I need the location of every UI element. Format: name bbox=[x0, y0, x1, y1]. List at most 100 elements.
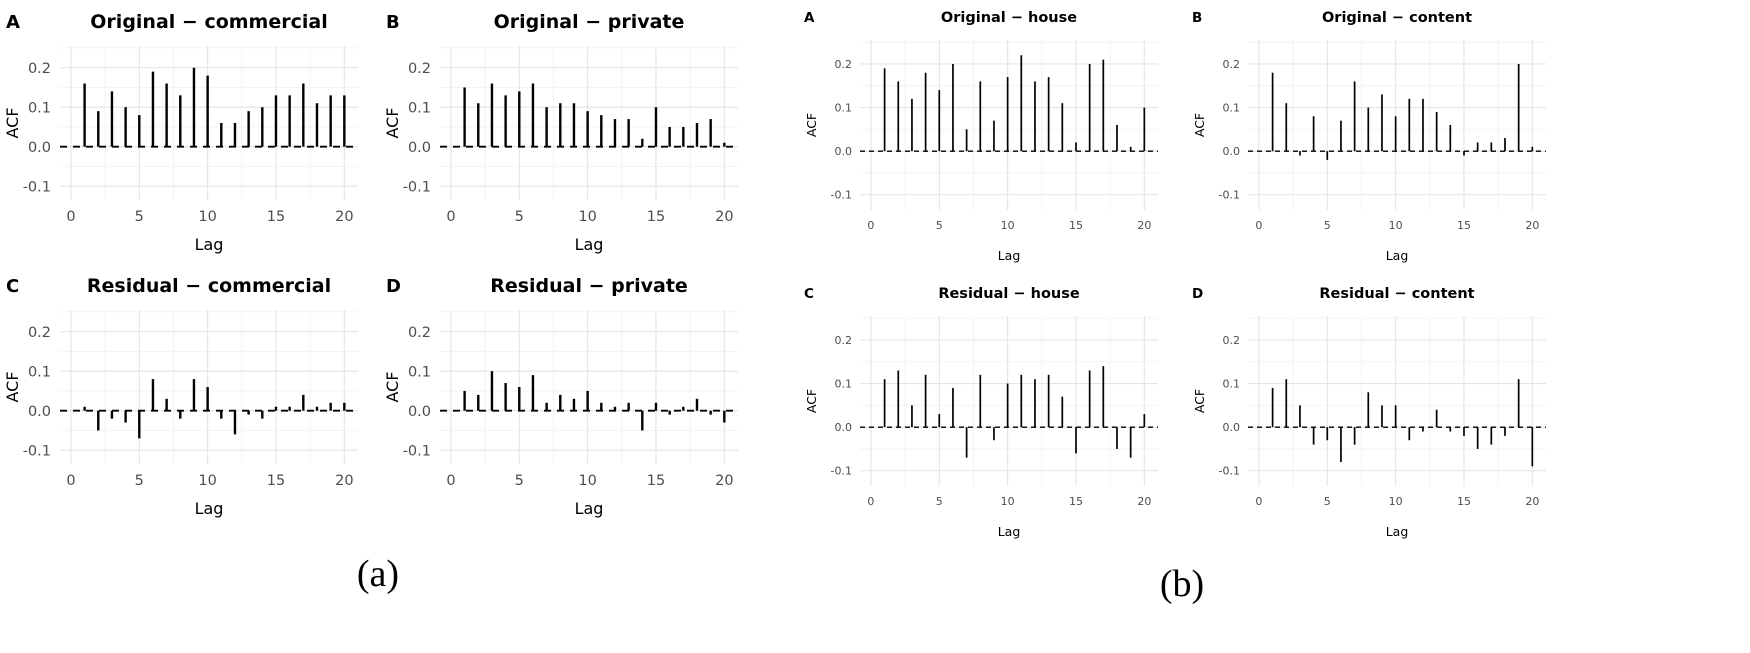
panel-title: Residual − commercial bbox=[87, 275, 331, 297]
y-tick-label: -0.1 bbox=[1219, 189, 1240, 202]
panel-letter: A bbox=[804, 10, 815, 26]
y-tick-label: -0.1 bbox=[23, 179, 51, 195]
panel-title: Original − commercial bbox=[90, 11, 327, 33]
y-tick-label: 0.0 bbox=[28, 404, 51, 420]
y-tick-label: 0.2 bbox=[28, 61, 51, 77]
x-tick-label: 10 bbox=[578, 209, 596, 225]
panel-grid-b: 0 5 10 15 20 -0.1 0.0 0.1 0.2 Lag ACF Original − ho… bbox=[800, 6, 1564, 550]
acf-plot-b-D: 0 5 10 15 20 -0.1 0.0 0.1 0.2 Lag ACF Residual − co… bbox=[1192, 286, 1546, 539]
x-tick-label: 10 bbox=[1001, 219, 1015, 232]
x-tick-label: 10 bbox=[1389, 219, 1403, 232]
y-tick-label: 0.0 bbox=[1223, 145, 1241, 158]
x-tick-label: 10 bbox=[198, 473, 216, 489]
x-tick-label: 5 bbox=[936, 219, 943, 232]
x-tick-label: 20 bbox=[1525, 219, 1539, 232]
x-tick-label: 15 bbox=[1069, 495, 1083, 508]
figure-group-b: 0 5 10 15 20 -0.1 0.0 0.1 0.2 Lag ACF Original − ho… bbox=[800, 6, 1564, 606]
x-tick-label: 15 bbox=[267, 209, 285, 225]
x-axis-label: Lag bbox=[998, 248, 1021, 263]
y-tick-label: 0.1 bbox=[1223, 102, 1241, 115]
y-axis-label: ACF bbox=[384, 371, 402, 402]
y-axis-label: ACF bbox=[1192, 113, 1207, 137]
panel-title: Residual − private bbox=[490, 275, 688, 297]
y-axis-label: ACF bbox=[384, 107, 402, 138]
acf-figure: 0 5 10 15 20 -0.1 0.0 0.1 0.2 Lag ACF Original − co… bbox=[3, 6, 1564, 606]
x-tick-label: 0 bbox=[446, 209, 455, 225]
y-axis-label: ACF bbox=[4, 371, 22, 402]
acf-plot-b-A: 0 5 10 15 20 -0.1 0.0 0.1 0.2 Lag ACF Original − ho… bbox=[804, 10, 1158, 263]
acf-panel-a-B: 0 5 10 15 20 -0.1 0.0 0.1 0.2 Lag ACF Original − pr… bbox=[383, 6, 752, 262]
panel-letter: A bbox=[6, 12, 20, 33]
y-tick-label: 0.2 bbox=[1223, 334, 1241, 347]
figure-group-a: 0 5 10 15 20 -0.1 0.0 0.1 0.2 Lag ACF Original − co… bbox=[3, 6, 752, 596]
panel-letter: C bbox=[804, 286, 814, 302]
y-tick-label: 0.2 bbox=[28, 325, 51, 341]
acf-plot-b-C: 0 5 10 15 20 -0.1 0.0 0.1 0.2 Lag ACF Residual − ho… bbox=[804, 286, 1158, 539]
y-tick-label: 0.2 bbox=[835, 334, 853, 347]
x-tick-label: 5 bbox=[1324, 495, 1331, 508]
acf-panel-b-D: 0 5 10 15 20 -0.1 0.0 0.1 0.2 Lag ACF Residual − co… bbox=[1188, 282, 1564, 550]
acf-panel-b-B: 0 5 10 15 20 -0.1 0.0 0.1 0.2 Lag ACF Original − co… bbox=[1188, 6, 1564, 274]
x-tick-label: 0 bbox=[66, 473, 75, 489]
acf-panel-b-A: 0 5 10 15 20 -0.1 0.0 0.1 0.2 Lag ACF Original − ho… bbox=[800, 6, 1176, 274]
x-tick-label: 5 bbox=[135, 209, 144, 225]
x-tick-label: 5 bbox=[936, 495, 943, 508]
acf-plot-a-A: 0 5 10 15 20 -0.1 0.0 0.1 0.2 Lag ACF Original − co… bbox=[3, 11, 358, 254]
acf-plot-a-B: 0 5 10 15 20 -0.1 0.0 0.1 0.2 Lag ACF Original − pr… bbox=[383, 11, 738, 254]
x-axis-label: Lag bbox=[195, 235, 224, 254]
x-tick-label: 15 bbox=[267, 473, 285, 489]
acf-plot-a-D: 0 5 10 15 20 -0.1 0.0 0.1 0.2 Lag ACF Residual − pr… bbox=[383, 275, 738, 518]
caption-b: (b) bbox=[1159, 563, 1205, 605]
y-tick-label: 0.0 bbox=[835, 145, 853, 158]
y-tick-label: 0.2 bbox=[835, 58, 853, 71]
x-tick-label: 10 bbox=[1001, 495, 1015, 508]
x-axis-label: Lag bbox=[575, 235, 604, 254]
x-tick-label: 20 bbox=[715, 473, 733, 489]
x-tick-label: 10 bbox=[578, 473, 596, 489]
x-tick-label: 5 bbox=[515, 473, 524, 489]
x-tick-label: 15 bbox=[1457, 219, 1471, 232]
y-tick-label: 0.2 bbox=[408, 61, 431, 77]
y-tick-label: -0.1 bbox=[23, 443, 51, 459]
acf-plot-a-C: 0 5 10 15 20 -0.1 0.0 0.1 0.2 Lag ACF Residual − co… bbox=[3, 275, 358, 518]
x-tick-label: 20 bbox=[1137, 495, 1151, 508]
x-axis-label: Lag bbox=[1386, 524, 1409, 539]
y-tick-label: 0.2 bbox=[408, 325, 431, 341]
panel-title: Original − private bbox=[494, 11, 685, 33]
y-tick-label: 0.1 bbox=[408, 364, 431, 380]
y-tick-label: 0.1 bbox=[28, 100, 51, 116]
x-tick-label: 5 bbox=[1324, 219, 1331, 232]
y-axis-label: ACF bbox=[1192, 389, 1207, 413]
y-tick-label: 0.1 bbox=[1223, 378, 1241, 391]
y-tick-label: 0.1 bbox=[408, 100, 431, 116]
x-tick-label: 0 bbox=[867, 219, 874, 232]
panel-title: Residual − content bbox=[1319, 286, 1474, 302]
x-tick-label: 15 bbox=[647, 473, 665, 489]
y-tick-label: 0.0 bbox=[835, 421, 853, 434]
panel-title: Original − house bbox=[941, 10, 1077, 26]
panel-grid-a: 0 5 10 15 20 -0.1 0.0 0.1 0.2 Lag ACF Original − co… bbox=[3, 6, 752, 526]
y-tick-label: 0.0 bbox=[408, 140, 431, 156]
y-tick-label: -0.1 bbox=[403, 179, 431, 195]
acf-panel-a-A: 0 5 10 15 20 -0.1 0.0 0.1 0.2 Lag ACF Original − co… bbox=[3, 6, 372, 262]
y-tick-label: -0.1 bbox=[831, 465, 852, 478]
y-tick-label: 0.2 bbox=[1223, 58, 1241, 71]
y-tick-label: -0.1 bbox=[1219, 465, 1240, 478]
x-axis-label: Lag bbox=[1386, 248, 1409, 263]
y-tick-label: 0.0 bbox=[1223, 421, 1241, 434]
x-axis-label: Lag bbox=[575, 499, 604, 518]
acf-panel-a-D: 0 5 10 15 20 -0.1 0.0 0.1 0.2 Lag ACF Residual − pr… bbox=[383, 270, 752, 526]
x-tick-label: 20 bbox=[1525, 495, 1539, 508]
y-axis-label: ACF bbox=[804, 113, 819, 137]
y-tick-label: 0.1 bbox=[28, 364, 51, 380]
y-tick-label: 0.0 bbox=[408, 404, 431, 420]
x-tick-label: 10 bbox=[198, 209, 216, 225]
panel-letter: B bbox=[1192, 10, 1202, 26]
x-tick-label: 20 bbox=[715, 209, 733, 225]
x-tick-label: 0 bbox=[1255, 219, 1262, 232]
y-tick-label: 0.0 bbox=[28, 140, 51, 156]
x-tick-label: 20 bbox=[335, 473, 353, 489]
y-tick-label: 0.1 bbox=[835, 378, 853, 391]
x-tick-label: 10 bbox=[1389, 495, 1403, 508]
x-tick-label: 20 bbox=[335, 209, 353, 225]
